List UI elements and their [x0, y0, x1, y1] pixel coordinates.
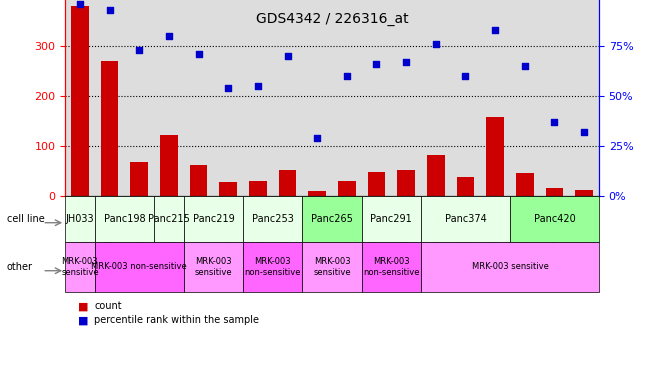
- Text: other: other: [7, 262, 33, 272]
- FancyBboxPatch shape: [243, 196, 302, 242]
- Text: GDS4342 / 226316_at: GDS4342 / 226316_at: [256, 12, 408, 25]
- Bar: [101, 61, 118, 196]
- Point: [253, 83, 263, 89]
- Text: JH033: JH033: [66, 214, 94, 224]
- Bar: [219, 182, 237, 196]
- FancyBboxPatch shape: [421, 242, 599, 292]
- FancyBboxPatch shape: [184, 242, 243, 292]
- Text: percentile rank within the sample: percentile rank within the sample: [94, 315, 259, 325]
- FancyBboxPatch shape: [154, 196, 184, 242]
- FancyBboxPatch shape: [362, 242, 421, 292]
- Point: [134, 47, 145, 53]
- FancyBboxPatch shape: [243, 242, 302, 292]
- Bar: [338, 181, 355, 196]
- Text: MRK-003
sensitive: MRK-003 sensitive: [61, 257, 99, 276]
- Point: [104, 7, 115, 13]
- Bar: [427, 155, 445, 196]
- FancyBboxPatch shape: [302, 242, 362, 292]
- FancyBboxPatch shape: [510, 196, 599, 242]
- Bar: [546, 188, 563, 196]
- Point: [430, 41, 441, 47]
- Point: [490, 27, 501, 33]
- Bar: [575, 190, 593, 196]
- Bar: [189, 165, 208, 196]
- Point: [371, 61, 381, 67]
- Bar: [397, 170, 415, 196]
- Bar: [456, 177, 475, 196]
- Text: ■: ■: [78, 301, 89, 311]
- Point: [460, 73, 471, 79]
- Text: Panc291: Panc291: [370, 214, 412, 224]
- Bar: [309, 191, 326, 196]
- FancyBboxPatch shape: [362, 196, 421, 242]
- FancyBboxPatch shape: [95, 196, 154, 242]
- Bar: [279, 170, 296, 196]
- Point: [163, 33, 174, 39]
- Text: MRK-003
non-sensitive: MRK-003 non-sensitive: [244, 257, 301, 276]
- Bar: [368, 172, 385, 196]
- FancyBboxPatch shape: [65, 196, 95, 242]
- FancyBboxPatch shape: [421, 196, 510, 242]
- Text: cell line: cell line: [7, 214, 44, 224]
- Point: [342, 73, 352, 79]
- Point: [519, 63, 530, 69]
- FancyBboxPatch shape: [184, 196, 243, 242]
- Bar: [160, 135, 178, 196]
- Text: Panc219: Panc219: [193, 214, 234, 224]
- Bar: [249, 181, 267, 196]
- Text: Panc420: Panc420: [534, 214, 575, 224]
- Text: Panc374: Panc374: [445, 214, 486, 224]
- Text: Panc265: Panc265: [311, 214, 353, 224]
- Text: count: count: [94, 301, 122, 311]
- Point: [223, 85, 234, 91]
- Bar: [486, 117, 504, 196]
- Point: [312, 135, 322, 141]
- Bar: [71, 6, 89, 196]
- Bar: [130, 162, 148, 196]
- Text: Panc215: Panc215: [148, 214, 190, 224]
- Point: [283, 53, 293, 59]
- Point: [193, 51, 204, 57]
- Text: Panc253: Panc253: [252, 214, 294, 224]
- Text: Panc198: Panc198: [104, 214, 145, 224]
- FancyBboxPatch shape: [65, 242, 95, 292]
- Point: [401, 59, 411, 65]
- Text: MRK-003 sensitive: MRK-003 sensitive: [471, 262, 548, 271]
- FancyBboxPatch shape: [95, 242, 184, 292]
- FancyBboxPatch shape: [302, 196, 362, 242]
- Bar: [516, 173, 534, 196]
- Text: MRK-003
sensitive: MRK-003 sensitive: [313, 257, 351, 276]
- Text: ■: ■: [78, 315, 89, 325]
- Text: MRK-003 non-sensitive: MRK-003 non-sensitive: [91, 262, 187, 271]
- Text: MRK-003
sensitive: MRK-003 sensitive: [195, 257, 232, 276]
- Text: MRK-003
non-sensitive: MRK-003 non-sensitive: [363, 257, 420, 276]
- Point: [579, 129, 589, 135]
- Point: [549, 119, 560, 125]
- Point: [75, 1, 85, 7]
